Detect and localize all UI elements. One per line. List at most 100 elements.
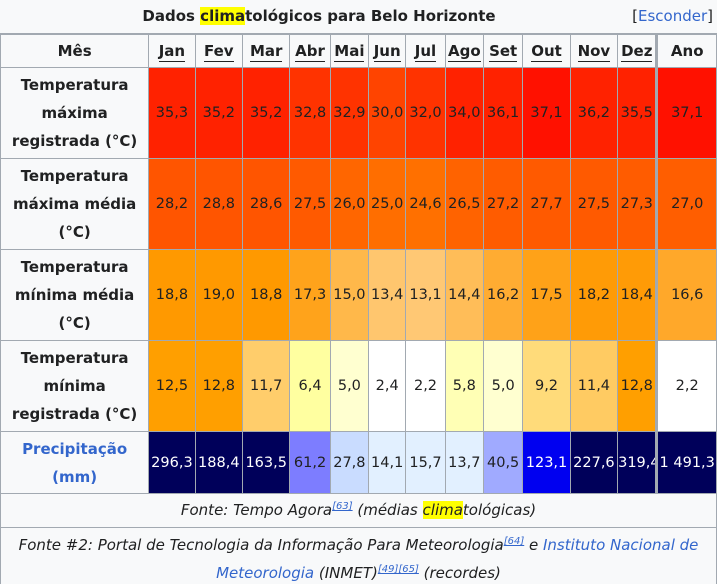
- row-label: Temperatura mínima registrada (°C): [0, 340, 150, 432]
- data-cell: 12,8: [194, 340, 244, 432]
- secondary-source-footnote: Fonte #2: Portal de Tecnologia da Inform…: [0, 528, 717, 584]
- data-cell: 28,8: [194, 158, 244, 250]
- data-cell: 27,3: [617, 158, 658, 250]
- month-abbr: Ago: [448, 42, 481, 62]
- row-header-month: Mês: [0, 34, 150, 68]
- data-cell: 28,2: [148, 158, 196, 250]
- annual-cell: 37,1: [655, 67, 717, 159]
- table-row: Precipitação (mm) 296,3 188,4 163,5 61,2 27,8…: [0, 431, 717, 495]
- month-header: Nov: [569, 34, 619, 68]
- data-cell: 40,5: [482, 431, 524, 495]
- data-cell: 11,4: [569, 340, 619, 432]
- month-header: Fev: [194, 34, 244, 68]
- month-header: Mai: [329, 34, 370, 68]
- data-cell: 34,0: [444, 67, 484, 159]
- annual-cell: 2,2: [655, 340, 717, 432]
- month-header: Jul: [405, 34, 446, 68]
- data-cell: 26,0: [329, 158, 370, 250]
- data-cell: 30,0: [368, 67, 407, 159]
- month-abbr: Fev: [204, 42, 234, 62]
- month-header: Abr: [289, 34, 331, 68]
- data-cell: 13,4: [368, 249, 407, 341]
- data-cell: 18,2: [569, 249, 619, 341]
- table-row: Temperatura mínima registrada (°C) 12,5 12…: [0, 340, 717, 432]
- data-cell: 12,8: [617, 340, 658, 432]
- ref-link-64[interactable]: [64]: [503, 536, 525, 547]
- data-cell: 11,7: [241, 340, 291, 432]
- data-cell: 35,5: [617, 67, 658, 159]
- annual-cell: 27,0: [655, 158, 717, 250]
- month-header: Dez: [617, 34, 658, 68]
- month-header: Ago: [444, 34, 484, 68]
- data-cell: 2,4: [368, 340, 407, 432]
- data-cell: 5,0: [482, 340, 524, 432]
- data-cell: 163,5: [241, 431, 291, 495]
- data-cell: 32,9: [329, 67, 370, 159]
- data-cell: 36,1: [482, 67, 524, 159]
- month-header: Jan: [148, 34, 196, 68]
- data-cell: 319,4: [617, 431, 658, 495]
- data-cell: 18,8: [148, 249, 196, 341]
- month-abbr: Jul: [414, 42, 437, 62]
- precipitation-link[interactable]: Precipitação (mm): [0, 431, 150, 495]
- data-cell: 227,6: [569, 431, 619, 495]
- data-cell: 12,5: [148, 340, 196, 432]
- row-label: Temperatura máxima média (°C): [0, 158, 150, 250]
- data-cell: 13,7: [444, 431, 484, 495]
- data-cell: 61,2: [289, 431, 331, 495]
- data-cell: 27,7: [522, 158, 571, 250]
- bracket-open: [: [632, 7, 638, 25]
- month-abbr: Dez: [621, 42, 653, 62]
- hide-table-link[interactable]: Esconder: [638, 7, 708, 25]
- data-cell: 9,2: [522, 340, 571, 432]
- data-cell: 36,2: [569, 67, 619, 159]
- data-cell: 17,3: [289, 249, 331, 341]
- data-cell: 14,1: [368, 431, 407, 495]
- month-header: Mar: [241, 34, 291, 68]
- data-cell: 25,0: [368, 158, 407, 250]
- title-search-highlight: clima: [200, 7, 246, 25]
- source2-conjunction: e: [524, 536, 543, 554]
- month-abbr: Jan: [158, 42, 186, 62]
- month-abbr: Out: [531, 42, 562, 62]
- data-cell: 27,5: [289, 158, 331, 250]
- data-cell: 15,0: [329, 249, 370, 341]
- inmet-link[interactable]: Instituto Nacional de Meteorologia: [216, 536, 699, 582]
- data-cell: 188,4: [194, 431, 244, 495]
- data-cell: 13,1: [405, 249, 446, 341]
- data-cell: 35,2: [194, 67, 244, 159]
- table-row: Temperatura máxima média (°C) 28,2 28,8 28,…: [0, 158, 717, 250]
- data-cell: 16,2: [482, 249, 524, 341]
- source-search-highlight: clima: [422, 501, 463, 519]
- annual-cell: 1 491,3: [655, 431, 717, 495]
- source-text-end: tológicas): [462, 501, 537, 519]
- data-cell: 18,8: [241, 249, 291, 341]
- ref-link-49-65[interactable]: [49][65]: [377, 564, 419, 575]
- data-cell: 27,8: [329, 431, 370, 495]
- month-abbr: Jun: [373, 42, 401, 62]
- data-cell: 18,4: [617, 249, 658, 341]
- data-cell: 15,7: [405, 431, 446, 495]
- data-cell: 32,8: [289, 67, 331, 159]
- annual-cell: 16,6: [655, 249, 717, 341]
- data-cell: 17,5: [522, 249, 571, 341]
- data-cell: 123,1: [522, 431, 571, 495]
- table-row: Temperatura máxima registrada (°C) 35,3 35…: [0, 67, 717, 159]
- table-title: Dados climatológicos para Belo Horizonte: [0, 7, 638, 25]
- data-cell: 35,3: [148, 67, 196, 159]
- data-cell: 37,1: [522, 67, 571, 159]
- data-cell: 28,6: [241, 158, 291, 250]
- month-header: Jun: [368, 34, 407, 68]
- data-cell: 5,8: [444, 340, 484, 432]
- title-text-end: tológicos para Belo Horizonte: [245, 7, 496, 25]
- data-cell: 35,2: [241, 67, 291, 159]
- source-text: Fonte: Tempo Agora: [180, 501, 333, 519]
- ref-link-63[interactable]: [63]: [332, 501, 353, 512]
- row-label: Temperatura máxima registrada (°C): [0, 67, 150, 159]
- source-text-middle: (médias: [352, 501, 423, 519]
- data-cell: 27,2: [482, 158, 524, 250]
- data-cell: 24,6: [405, 158, 446, 250]
- table-row: Temperatura mínima média (°C) 18,8 19,0 18,…: [0, 249, 717, 341]
- data-cell: 2,2: [405, 340, 446, 432]
